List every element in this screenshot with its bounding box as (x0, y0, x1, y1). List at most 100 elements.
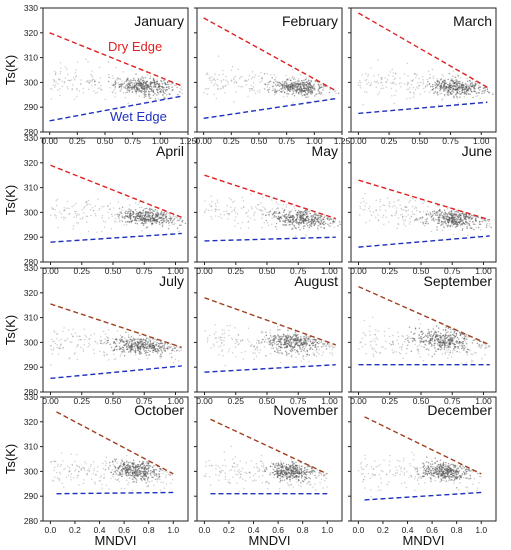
scatter-point (91, 74, 93, 77)
scatter-point (288, 211, 291, 214)
scatter-point (221, 329, 223, 331)
scatter-point (140, 222, 143, 225)
scatter-point (479, 88, 481, 91)
scatter-point (424, 339, 426, 342)
scatter-point (159, 346, 161, 349)
scatter-point (406, 62, 409, 65)
scatter-point (256, 208, 258, 210)
scatter-point (305, 77, 308, 79)
scatter-point (176, 227, 179, 229)
scatter-point (470, 359, 473, 361)
scatter-point (448, 353, 450, 356)
scatter-point (443, 86, 445, 89)
scatter-point (68, 207, 70, 210)
scatter-point (451, 225, 454, 228)
scatter-point (404, 341, 406, 343)
scatter-point (180, 220, 182, 223)
scatter-point (297, 80, 299, 82)
scatter-point (322, 351, 324, 353)
scatter-point (472, 339, 475, 342)
scatter-point (306, 96, 308, 98)
scatter-point (157, 213, 159, 216)
scatter-point (136, 79, 139, 82)
scatter-point (50, 348, 53, 351)
scatter-point (165, 88, 167, 91)
scatter-point (116, 78, 118, 81)
scatter-point (67, 338, 69, 340)
scatter-point (218, 215, 220, 218)
scatter-point (455, 83, 458, 86)
scatter-point (223, 329, 225, 331)
scatter-point (245, 84, 248, 86)
scatter-point (109, 343, 111, 346)
scatter-point (75, 75, 78, 77)
scatter-point (126, 83, 128, 86)
scatter-point (304, 214, 306, 216)
scatter-point (367, 75, 369, 77)
scatter-point (438, 343, 440, 346)
scatter-point (80, 82, 82, 85)
scatter-point (467, 219, 470, 221)
scatter-point (57, 226, 60, 229)
scatter-point (441, 353, 444, 355)
scatter-point (442, 213, 445, 215)
scatter-point (157, 345, 159, 347)
scatter-point (120, 88, 122, 91)
scatter-point (278, 345, 280, 348)
scatter-point (286, 216, 288, 218)
scatter-point (313, 222, 315, 225)
scatter-point (309, 212, 311, 214)
scatter-point (135, 213, 137, 215)
scatter-point (314, 346, 317, 348)
scatter-point (307, 337, 310, 340)
scatter-point (122, 91, 125, 94)
scatter-point (388, 202, 391, 205)
scatter-point (292, 92, 295, 94)
scatter-point (461, 229, 464, 231)
scatter-point (315, 348, 318, 350)
scatter-point (131, 343, 134, 346)
scatter-point (148, 91, 150, 93)
scatter-point (264, 207, 266, 209)
scatter-point (462, 219, 464, 221)
scatter-point (101, 206, 103, 208)
scatter-point (63, 209, 65, 212)
scatter-point (94, 83, 97, 86)
scatter-point (280, 88, 283, 90)
scatter-point (280, 337, 283, 340)
scatter-point (128, 346, 131, 349)
scatter-point (441, 338, 444, 341)
scatter-point (168, 224, 171, 227)
scatter-point (53, 70, 56, 72)
scatter-point (181, 88, 183, 91)
scatter-point (150, 85, 152, 88)
scatter-point (146, 351, 149, 354)
scatter-point (139, 215, 141, 217)
scatter-point (484, 353, 486, 356)
scatter-point (163, 342, 166, 345)
scatter-point (402, 218, 404, 220)
scatter-point (467, 90, 470, 92)
scatter-point (320, 92, 323, 94)
scatter-point (216, 341, 218, 343)
scatter-point (276, 82, 278, 85)
scatter-point (165, 217, 167, 220)
panel-july: 0.00 0.25 0.50 0.75 1.00280290300310320330Ju… (3, 263, 189, 406)
scatter-point (383, 335, 386, 337)
scatter-point (430, 333, 432, 336)
scatter-point (358, 214, 361, 216)
scatter-point (261, 80, 263, 82)
scatter-point (120, 208, 123, 211)
scatter-point (159, 88, 161, 90)
scatter-point (261, 330, 263, 332)
scatter-point (119, 347, 122, 349)
scatter-point (254, 205, 257, 208)
scatter-point (216, 78, 219, 81)
scatter-point (92, 78, 95, 81)
scatter-point (149, 84, 152, 86)
scatter-point (300, 93, 303, 95)
scatter-point (323, 85, 326, 87)
scatter-point (120, 87, 123, 90)
scatter-point (141, 214, 144, 217)
scatter-point (284, 337, 287, 340)
